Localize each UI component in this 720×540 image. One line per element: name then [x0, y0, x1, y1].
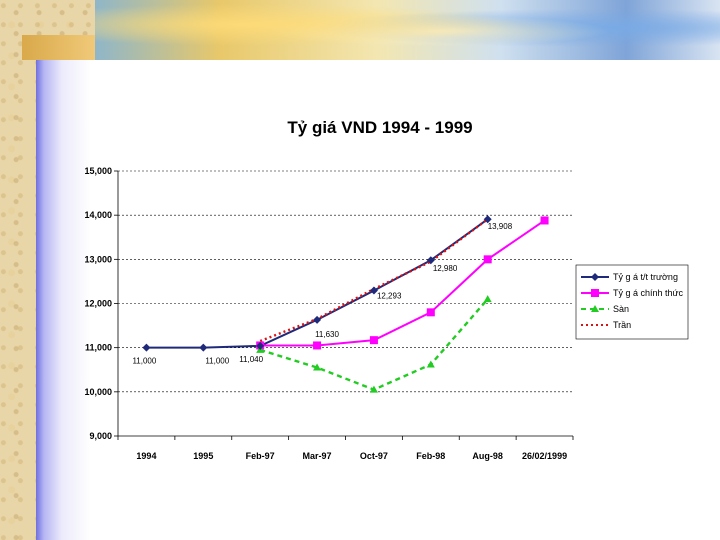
- series-line-3: [259, 218, 489, 343]
- data-point: [313, 363, 322, 371]
- data-point: [369, 336, 378, 345]
- x-tick-label: Feb-97: [246, 451, 275, 461]
- data-point: [142, 343, 151, 352]
- data-point: [369, 385, 378, 393]
- data-label: 13,908: [488, 222, 513, 231]
- legend-marker: [591, 289, 599, 297]
- y-tick-label: 15,000: [84, 166, 112, 176]
- data-point: [483, 255, 492, 264]
- x-tick-label: Feb-98: [416, 451, 445, 461]
- y-tick-label: 14,000: [84, 210, 112, 220]
- y-tick-label: 10,000: [84, 387, 112, 397]
- data-label: 12,293: [377, 292, 402, 301]
- data-point: [426, 256, 435, 265]
- data-point: [426, 360, 435, 368]
- data-label: 11,000: [132, 357, 156, 366]
- y-tick-label: 9,000: [89, 431, 112, 441]
- chart-title: Tỷ giá VND 1994 - 1999: [287, 118, 473, 137]
- y-tick-label: 12,000: [84, 299, 112, 309]
- x-tick-label: 26/02/1999: [522, 451, 567, 461]
- data-point: [369, 286, 378, 295]
- x-tick-label: 1994: [136, 451, 156, 461]
- y-tick-label: 13,000: [84, 254, 112, 264]
- data-point: [483, 215, 492, 224]
- legend-label: Tỷ g á chính thức: [613, 288, 684, 298]
- data-label: 11,630: [315, 330, 339, 339]
- data-label: 11,040: [239, 355, 263, 364]
- data-point: [313, 341, 322, 350]
- legend-label: Sàn: [613, 304, 629, 314]
- y-tick-label: 11,000: [85, 343, 112, 353]
- legend-label: Trần: [613, 320, 631, 330]
- legend-marker: [591, 305, 599, 312]
- series-line-1: [260, 219, 546, 347]
- x-tick-label: 1995: [193, 451, 213, 461]
- series-line-2: [259, 298, 489, 391]
- data-point: [199, 343, 208, 352]
- banner-accent: [22, 35, 95, 60]
- data-label: 12,980: [433, 264, 458, 273]
- data-point: [426, 308, 435, 317]
- data-point: [483, 295, 492, 303]
- x-tick-label: Aug-98: [472, 451, 503, 461]
- series-line-0: [146, 218, 489, 349]
- decorative-banner: [95, 0, 720, 62]
- legend-label: Tỷ g á t/t trường: [613, 272, 678, 282]
- data-point: [256, 341, 265, 350]
- x-tick-label: Oct-97: [360, 451, 388, 461]
- x-tick-label: Mar-97: [303, 451, 332, 461]
- legend-marker: [591, 273, 599, 281]
- data-label: 11,000: [205, 357, 229, 366]
- data-point: [313, 315, 322, 324]
- data-point: [540, 216, 549, 225]
